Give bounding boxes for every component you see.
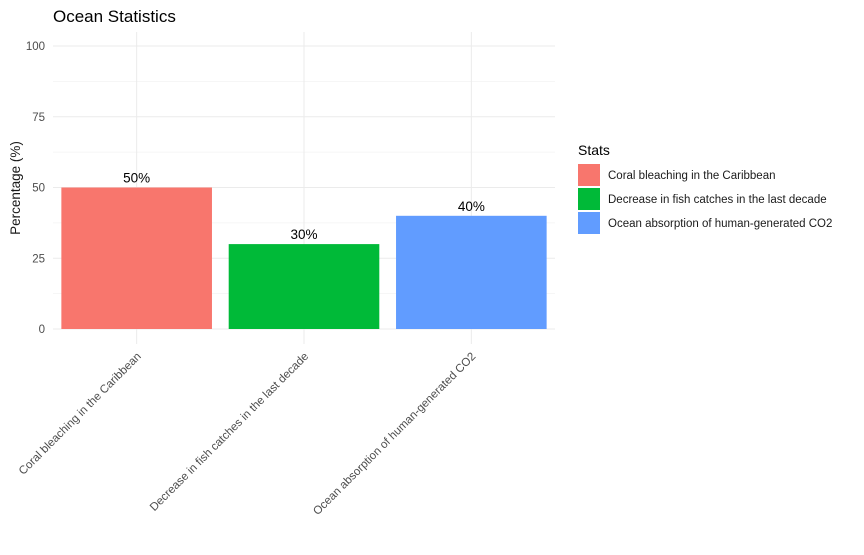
y-axis-ticks: 0 25 50 75 100 [26, 41, 45, 336]
bar [228, 244, 380, 329]
x-tick-label: Ocean absorption of human-generated CO2 [311, 351, 478, 518]
data-label: 30% [290, 227, 317, 242]
bars [61, 187, 547, 329]
bar [61, 187, 212, 329]
y-tick-label: 25 [32, 253, 45, 265]
x-tick-label: Coral bleaching in the Caribbean [17, 351, 144, 478]
legend-swatch [578, 164, 600, 186]
bar [396, 215, 547, 329]
data-label: 50% [123, 171, 150, 186]
y-axis-label: Percentage (%) [8, 141, 23, 235]
legend-title: Stats [578, 142, 610, 158]
data-label: 40% [458, 199, 485, 214]
legend-swatch [578, 212, 600, 234]
legend-entry: Ocean absorption of human-generated CO2 [608, 218, 832, 230]
y-tick-label: 0 [39, 324, 45, 336]
legend-swatch [578, 188, 600, 210]
chart-title: Ocean Statistics [53, 7, 176, 26]
legend-entry: Coral bleaching in the Caribbean [608, 170, 776, 182]
x-tick-label: Decrease in fish catches in the last dec… [148, 351, 311, 514]
legend-entry: Decrease in fish catches in the last dec… [608, 194, 827, 206]
legend: Stats Coral bleaching in the Caribbean De… [578, 142, 832, 234]
y-tick-label: 50 [32, 183, 45, 195]
data-labels: 50% 30% 40% [123, 171, 485, 243]
x-axis-ticks: Coral bleaching in the Caribbean Decrease… [17, 351, 479, 518]
y-tick-label: 75 [32, 112, 45, 124]
y-tick-label: 100 [26, 41, 45, 53]
